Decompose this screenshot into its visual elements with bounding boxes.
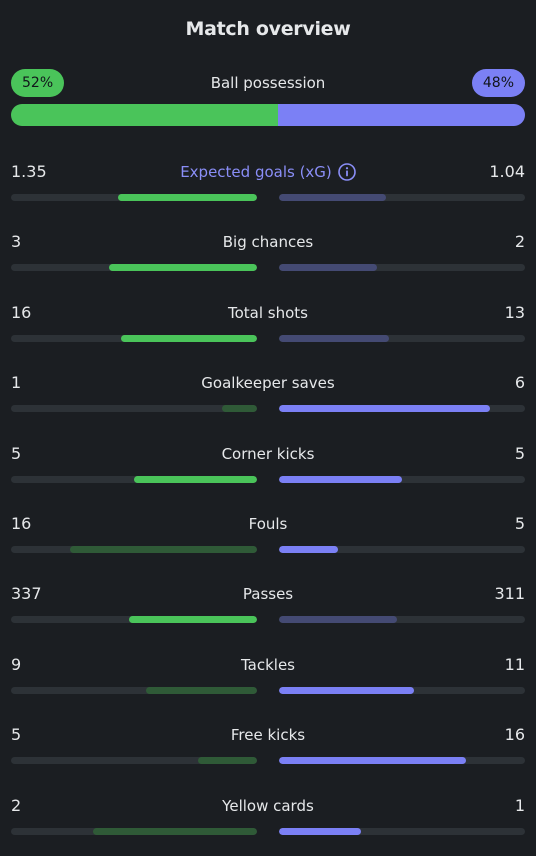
home-stat-value: 16 [11, 514, 32, 533]
stat-row: 2 Yellow cards 1 [11, 795, 525, 845]
home-stat-value: 3 [11, 232, 22, 251]
stat-row: 5 Corner kicks 5 [11, 443, 525, 493]
home-stat-bar-fill [198, 757, 257, 764]
away-possession-badge: 48% [471, 69, 525, 97]
stat-row: 16 Fouls 5 [11, 513, 525, 563]
away-stat-value: 1 [514, 796, 525, 815]
away-stat-value: 5 [514, 514, 525, 533]
stat-label-text: Passes [242, 585, 294, 603]
stat-row: 1 Goalkeeper saves 6 [11, 372, 525, 422]
possession-bar [11, 104, 525, 126]
stat-row: 9 Tackles 11 [11, 654, 525, 704]
away-stat-bar-fill [279, 616, 398, 623]
home-stat-bar-fill [121, 335, 257, 342]
home-stat-bar-fill [109, 264, 257, 271]
home-possession-badge: 52% [11, 69, 65, 97]
stat-label: Big chances [11, 231, 525, 253]
away-stat-bar [279, 687, 525, 694]
away-stat-bar-fill [279, 405, 490, 412]
home-stat-bar-fill [129, 616, 257, 623]
page-title: Match overview [185, 18, 351, 40]
away-stat-bar [279, 405, 525, 412]
stat-label-text: Goalkeeper saves [201, 374, 335, 392]
stat-row: 5 Free kicks 16 [11, 724, 525, 774]
info-icon[interactable] [337, 163, 356, 181]
stat-label: Goalkeeper saves [11, 372, 525, 394]
home-stat-bar [11, 616, 257, 623]
stat-row: 3 Big chances 2 [11, 231, 525, 281]
stat-label: Corner kicks [11, 443, 525, 465]
away-stat-value: 311 [494, 584, 525, 603]
away-stat-bar [279, 476, 525, 483]
home-stat-bar [11, 687, 257, 694]
away-stat-bar-fill [279, 194, 386, 201]
home-stat-bar-fill [69, 546, 257, 553]
stat-label: Yellow cards [11, 795, 525, 817]
away-stat-bar-fill [279, 546, 338, 553]
away-stat-bar-fill [279, 264, 378, 271]
away-stat-bar-fill [279, 687, 415, 694]
home-stat-value: 5 [11, 725, 22, 744]
away-stat-bar [279, 616, 525, 623]
away-stat-bar [279, 335, 525, 342]
stat-label-text: Big chances [222, 233, 314, 251]
home-stat-bar-fill [118, 194, 257, 201]
possession-row: 52% Ball possession 48% [11, 69, 525, 97]
home-stat-bar [11, 264, 257, 271]
away-stat-bar [279, 264, 525, 271]
home-stat-value: 5 [11, 444, 22, 463]
home-stat-bar [11, 335, 257, 342]
away-stat-value: 11 [504, 655, 525, 674]
away-stat-bar [279, 194, 525, 201]
stat-label: Free kicks [11, 724, 525, 746]
home-stat-bar-fill [221, 405, 257, 412]
stat-row: 16 Total shots 13 [11, 302, 525, 352]
away-stat-bar [279, 757, 525, 764]
away-stat-value: 5 [514, 444, 525, 463]
stat-label-text: Expected goals (xG) [180, 163, 332, 181]
stat-label: Fouls [11, 513, 525, 535]
away-stat-bar-fill [279, 757, 467, 764]
possession-bar-home [11, 104, 279, 126]
stat-label: Passes [11, 583, 525, 605]
home-stat-value: 337 [11, 584, 42, 603]
away-stat-bar [279, 546, 525, 553]
home-stat-bar [11, 194, 257, 201]
possession-label: Ball possession [210, 74, 326, 92]
stat-label-text: Tackles [240, 656, 296, 674]
away-stat-bar [279, 828, 525, 835]
home-stat-value: 1.35 [11, 162, 47, 181]
away-stat-bar-fill [279, 828, 361, 835]
home-stat-value: 16 [11, 303, 32, 322]
away-stat-bar-fill [279, 476, 402, 483]
possession-bar-away [278, 104, 525, 126]
home-stat-bar [11, 757, 257, 764]
home-stat-bar [11, 405, 257, 412]
away-stat-value: 1.04 [489, 162, 525, 181]
stat-label-text: Total shots [228, 304, 308, 322]
stat-row: 337 Passes 311 [11, 583, 525, 633]
stat-label-text: Fouls [248, 515, 288, 533]
stat-label: Total shots [11, 302, 525, 324]
home-stat-bar [11, 476, 257, 483]
stat-row: 1.35 Expected goals (xG) 1.04 [11, 161, 525, 211]
stat-label-text: Free kicks [230, 726, 306, 744]
away-stat-value: 6 [514, 373, 525, 392]
home-stat-bar [11, 546, 257, 553]
away-stat-value: 13 [504, 303, 525, 322]
stat-label: Tackles [11, 654, 525, 676]
away-stat-value: 2 [514, 232, 525, 251]
stat-label-text: Yellow cards [222, 797, 314, 815]
away-stat-value: 16 [504, 725, 525, 744]
home-stat-value: 9 [11, 655, 22, 674]
home-stat-bar-fill [134, 476, 257, 483]
away-stat-bar-fill [279, 335, 390, 342]
stat-label-text: Corner kicks [221, 445, 315, 463]
home-stat-bar-fill [92, 828, 257, 835]
stat-label[interactable]: Expected goals (xG) [11, 161, 525, 183]
home-stat-value: 2 [11, 796, 22, 815]
home-stat-value: 1 [11, 373, 22, 392]
home-stat-bar-fill [146, 687, 257, 694]
home-stat-bar [11, 828, 257, 835]
